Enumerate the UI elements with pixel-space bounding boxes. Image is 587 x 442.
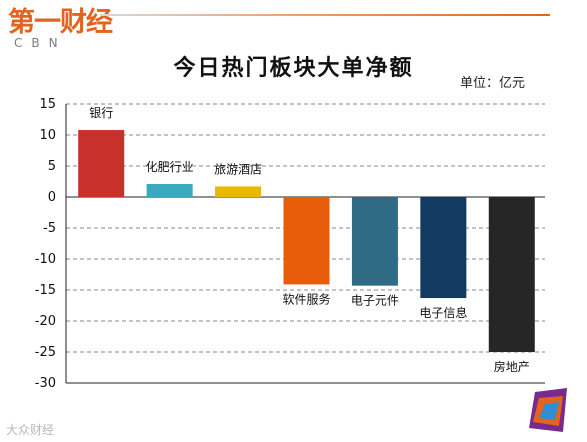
- bar: [351, 197, 398, 286]
- brand-name-cn: 第一财经: [8, 7, 113, 38]
- y-tick-label: 10: [39, 128, 56, 143]
- brand-logo: 第一财经 CBN: [6, 4, 126, 54]
- bar-category-label: 银行: [89, 106, 113, 120]
- bar-category-label: 旅游酒店: [214, 162, 262, 176]
- brand-name-en: CBN: [14, 36, 67, 50]
- bar: [283, 197, 330, 285]
- y-tick-label: -20: [35, 314, 56, 329]
- y-tick-label: -10: [35, 252, 56, 267]
- bar: [488, 197, 535, 352]
- header-divider: [100, 14, 550, 16]
- y-tick-label: 0: [48, 190, 56, 205]
- bar-category-label: 软件服务: [282, 291, 330, 306]
- y-tick-label: -15: [35, 283, 56, 298]
- bar: [78, 130, 125, 197]
- chart-title: 今日热门板块大单净额: [173, 55, 414, 81]
- y-tick-label: -30: [35, 376, 56, 391]
- bar: [420, 197, 467, 299]
- chart-unit: 单位：亿元: [459, 76, 525, 91]
- watermark: 大众财经: [6, 423, 55, 437]
- bar-category-label: 房地产: [494, 359, 530, 374]
- bar-category-label: 电子元件: [351, 294, 399, 308]
- bar-category-label: 化肥行业: [146, 160, 194, 174]
- bar-category-label: 电子信息: [419, 305, 467, 320]
- bar: [146, 183, 193, 197]
- bar: [215, 186, 262, 197]
- y-tick-label: 5: [48, 159, 56, 174]
- y-tick-label: -25: [35, 345, 56, 360]
- y-tick-label: -5: [43, 221, 56, 236]
- corner-logo-icon: [529, 388, 567, 432]
- y-tick-label: 15: [39, 97, 56, 112]
